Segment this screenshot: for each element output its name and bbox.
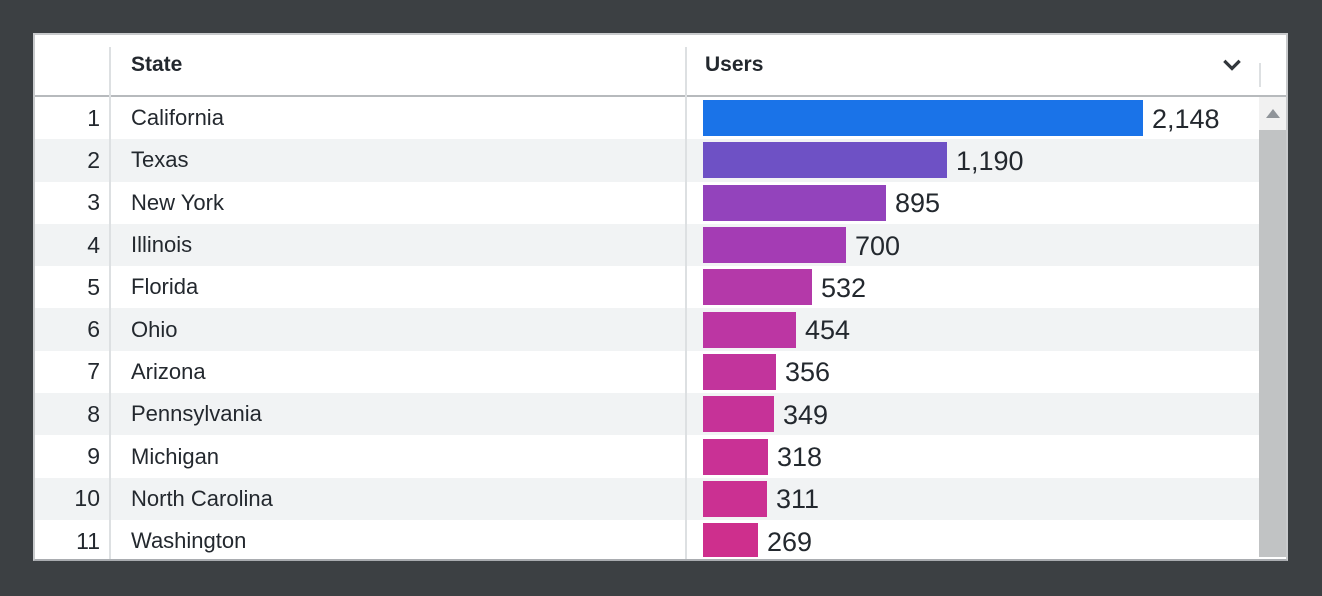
bar-wrap: 532 [703, 269, 1243, 306]
bar-wrap: 895 [703, 184, 1243, 221]
bar-wrap: 349 [703, 396, 1243, 433]
table-row[interactable]: 11 Washington 269 [35, 519, 1259, 557]
users-bar[interactable] [703, 396, 774, 433]
table-row[interactable]: 1 California 2,148 [35, 97, 1259, 140]
row-rank: 9 [87, 443, 100, 470]
triangle-up-icon [1265, 109, 1280, 118]
row-state: North Carolina [131, 485, 273, 511]
bar-wrap: 454 [703, 311, 1243, 348]
column-header-users[interactable]: Users [685, 35, 1259, 95]
row-users: 356 [685, 351, 1259, 393]
state-header-label: State [131, 53, 183, 76]
bar-wrap: 311 [703, 480, 1243, 517]
table-row[interactable]: 3 New York 895 [35, 181, 1259, 224]
users-bar[interactable] [703, 269, 812, 306]
column-header-rank [35, 35, 109, 95]
row-users: 311 [685, 478, 1259, 520]
bar-wrap: 700 [703, 227, 1243, 264]
row-users: 1,190 [685, 139, 1259, 181]
users-bar[interactable] [703, 184, 886, 221]
row-state: New York [131, 189, 224, 215]
row-state: Michigan [131, 443, 220, 469]
row-rank: 1 [87, 104, 100, 131]
vertical-scrollbar[interactable] [1259, 97, 1286, 557]
row-rank: 8 [87, 400, 100, 427]
users-value-label: 532 [821, 272, 867, 303]
table-rows: 1 California 2,148 2 Texas 1,190 3 New Y… [35, 97, 1259, 557]
row-rank: 4 [87, 231, 100, 258]
table-row[interactable]: 10 North Carolina 311 [35, 477, 1259, 520]
bar-wrap: 318 [703, 438, 1243, 475]
users-value-label: 269 [767, 526, 813, 557]
row-users: 532 [685, 266, 1259, 308]
users-bar[interactable] [703, 311, 796, 348]
row-users: 2,148 [685, 97, 1259, 139]
users-value-label: 318 [777, 442, 823, 473]
row-rank: 10 [74, 485, 100, 512]
column-header-state[interactable]: State [109, 35, 685, 95]
users-value-label: 349 [783, 399, 829, 430]
row-state: Washington [131, 528, 247, 554]
table-row[interactable]: 6 Ohio 454 [35, 308, 1259, 351]
users-bar[interactable] [703, 142, 947, 179]
bar-wrap: 269 [703, 523, 1243, 557]
row-state: California [131, 105, 224, 131]
users-bar[interactable] [703, 353, 776, 390]
row-rank: 7 [87, 358, 100, 385]
row-state: Ohio [131, 316, 178, 342]
row-state: Texas [131, 147, 189, 173]
bar-wrap: 356 [703, 353, 1243, 390]
table-row[interactable]: 5 Florida 532 [35, 266, 1259, 309]
table-row[interactable]: 4 Illinois 700 [35, 223, 1259, 267]
row-rank: 11 [76, 527, 100, 554]
state-column-divider [685, 47, 687, 559]
users-value-label: 1,190 [956, 145, 1024, 176]
table-row[interactable]: 8 Pennsylvania 349 [35, 393, 1259, 436]
scrollbar-thumb[interactable] [1259, 130, 1286, 557]
row-state: Arizona [131, 358, 206, 384]
users-value-label: 454 [805, 315, 851, 346]
scrollbar-up-button[interactable] [1259, 97, 1286, 130]
users-bar[interactable] [703, 227, 846, 264]
row-users: 349 [685, 393, 1259, 435]
row-users: 269 [685, 520, 1259, 557]
users-bar[interactable] [703, 480, 767, 517]
row-users: 895 [685, 182, 1259, 224]
users-value-label: 2,148 [1152, 103, 1220, 134]
row-users: 454 [685, 308, 1259, 350]
users-value-label: 356 [785, 357, 831, 388]
table-header-row: State Users [35, 35, 1286, 97]
row-users: 700 [685, 224, 1259, 266]
row-rank: 6 [87, 316, 100, 343]
table-bar-chart-card: State Users 1 California 2,148 2 Texas [33, 33, 1288, 561]
scrollbar-header-spacer [1259, 35, 1286, 95]
users-column-divider [1259, 63, 1261, 87]
users-bar[interactable] [703, 438, 768, 475]
users-value-label: 895 [895, 188, 941, 219]
row-state: Illinois [131, 232, 193, 258]
users-bar[interactable] [703, 100, 1143, 137]
rank-column-divider [109, 47, 111, 559]
users-header-label: Users [705, 53, 764, 76]
row-state: Florida [131, 274, 199, 300]
bar-wrap: 2,148 [703, 100, 1243, 137]
row-users: 318 [685, 435, 1259, 477]
table-body: 1 California 2,148 2 Texas 1,190 3 New Y… [35, 97, 1286, 557]
chevron-down-icon[interactable] [1219, 52, 1245, 78]
users-value-label: 700 [855, 230, 901, 261]
row-rank: 2 [87, 146, 100, 173]
table-row[interactable]: 2 Texas 1,190 [35, 139, 1259, 182]
users-value-label: 311 [776, 484, 820, 515]
row-rank: 5 [87, 273, 100, 300]
row-rank: 3 [87, 189, 100, 216]
table-row[interactable]: 9 Michigan 318 [35, 435, 1259, 478]
users-bar[interactable] [703, 523, 758, 557]
bar-wrap: 1,190 [703, 142, 1243, 179]
table-row[interactable]: 7 Arizona 356 [35, 350, 1259, 394]
row-state: Pennsylvania [131, 401, 262, 427]
